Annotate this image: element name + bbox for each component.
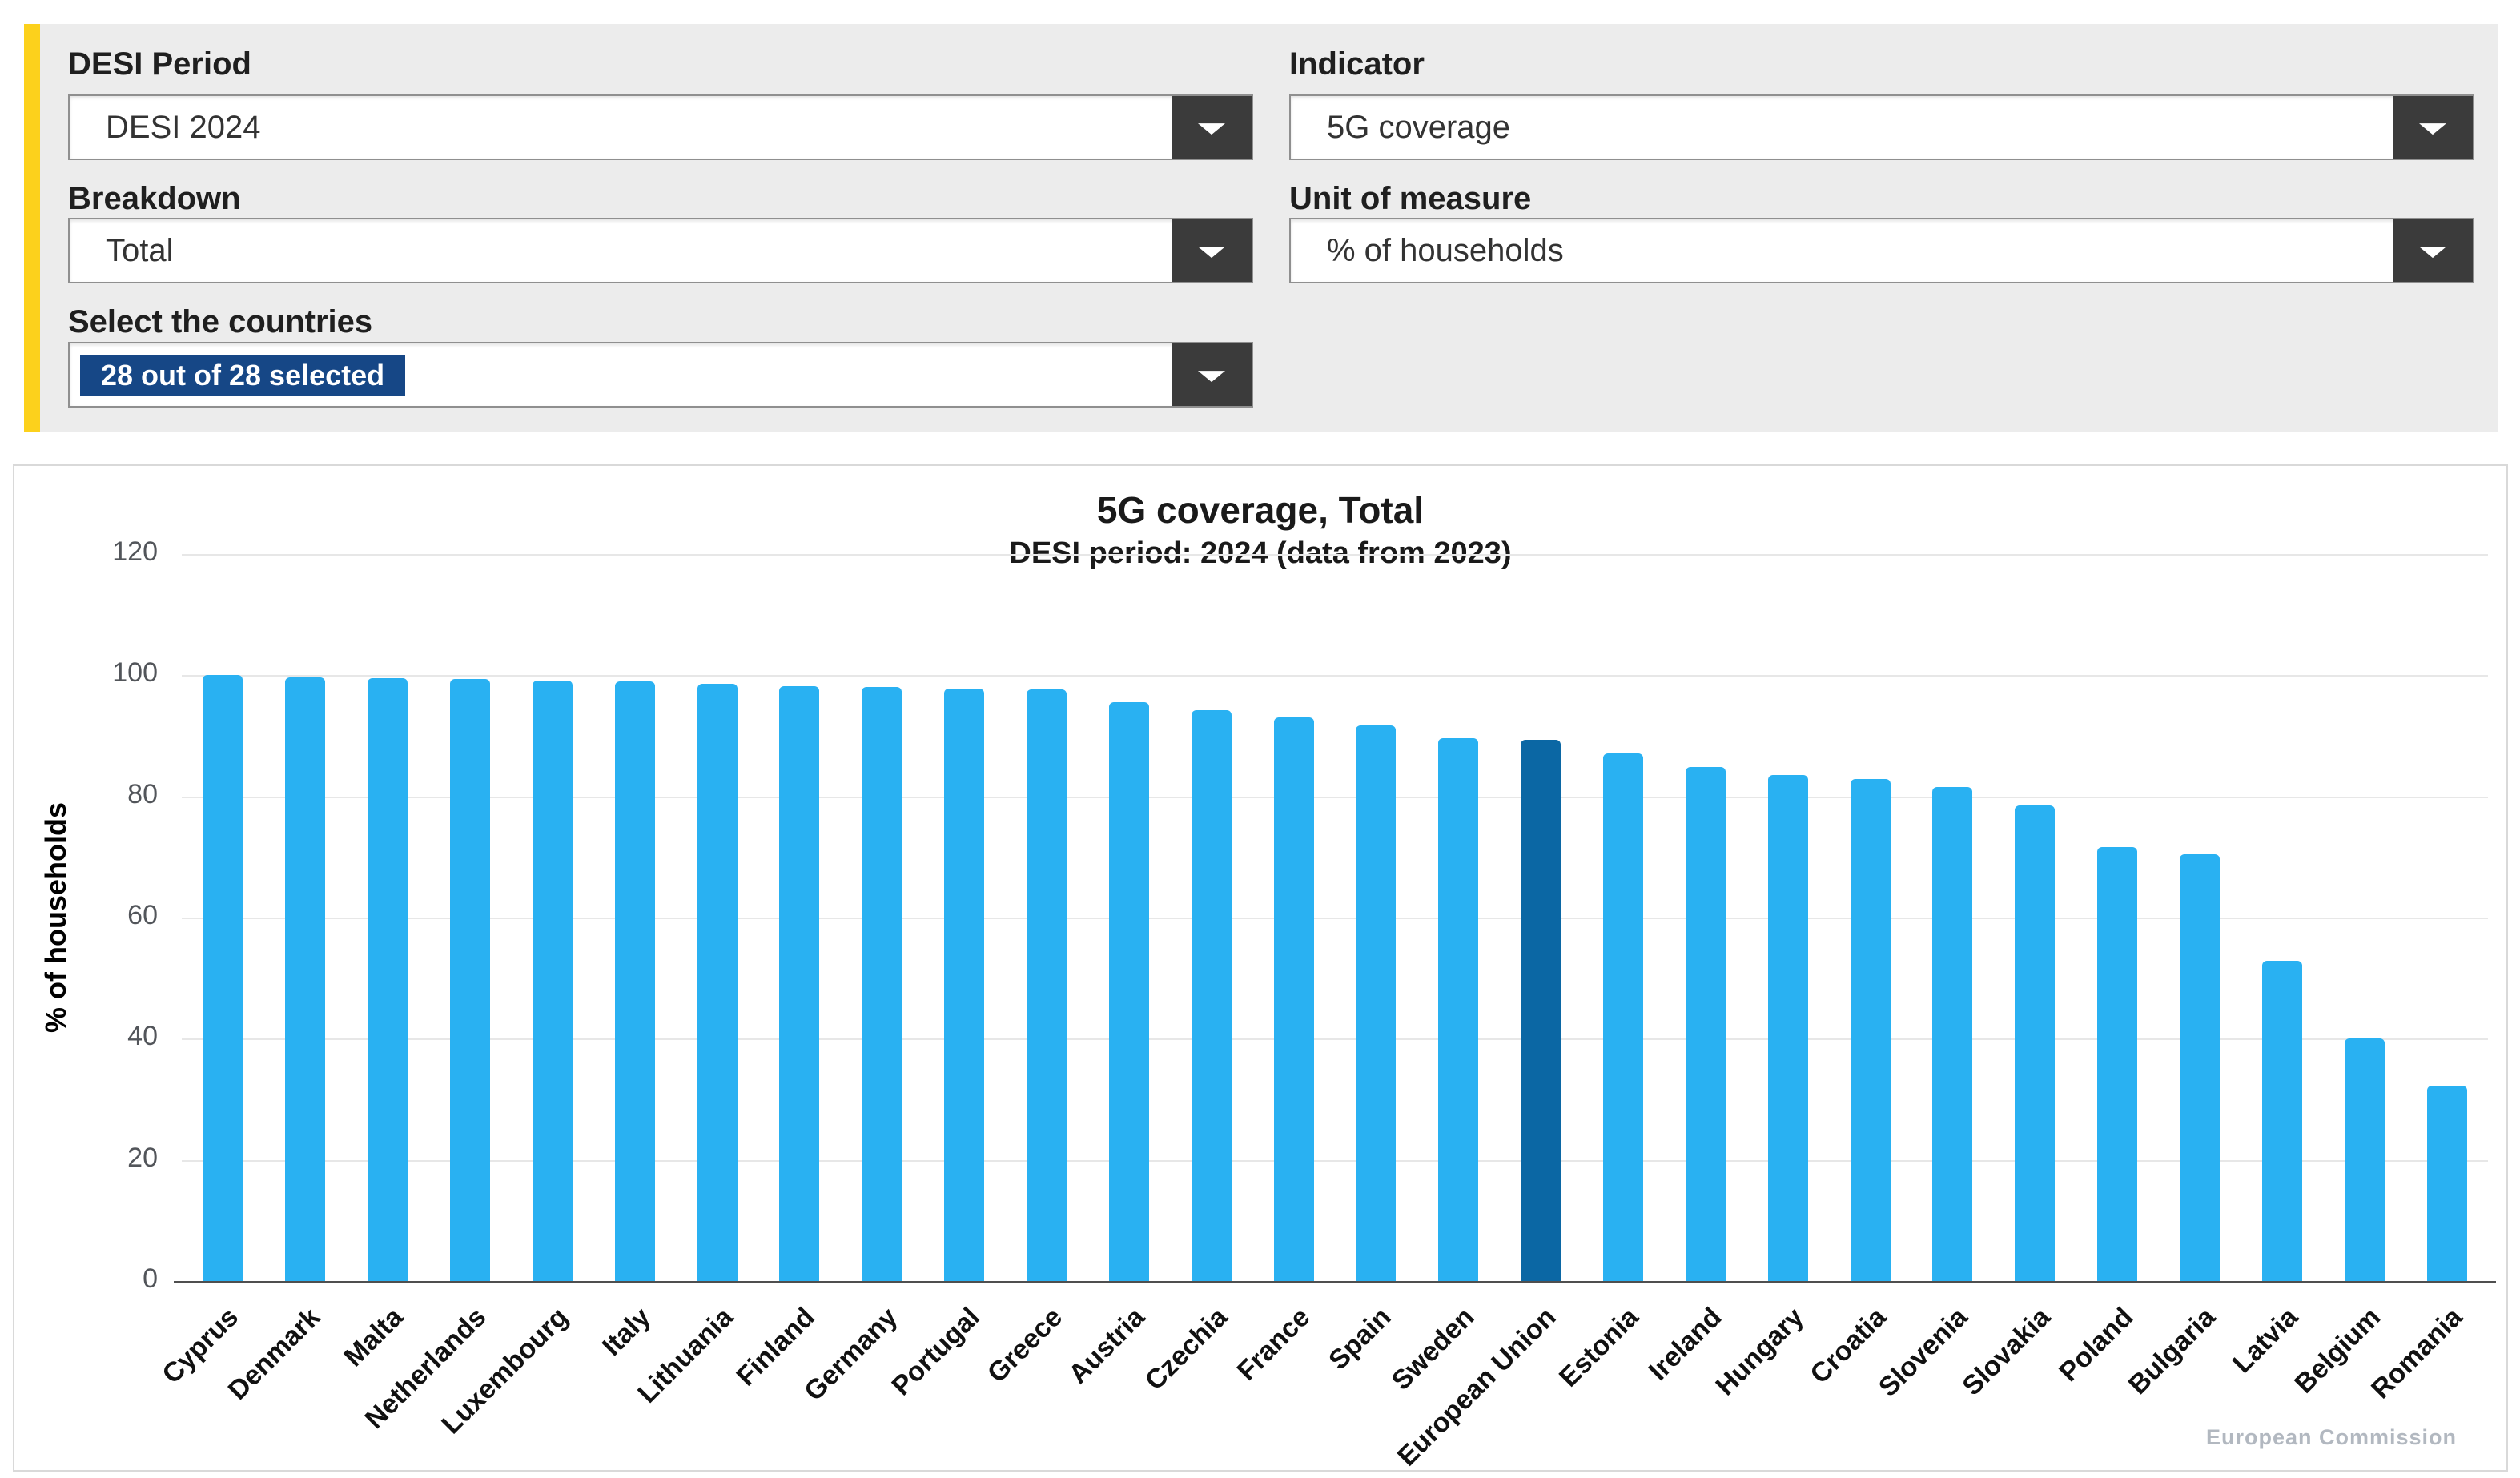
y-tick-label-120: 120: [112, 536, 158, 567]
indicator-dropdown[interactable]: 5G coverage: [1289, 94, 2474, 160]
y-tick-label-80: 80: [127, 779, 158, 809]
bar-croatia[interactable]: [1851, 779, 1891, 1281]
x-label-slovakia: Slovakia: [1956, 1302, 2056, 1402]
bar-lithuania[interactable]: [697, 684, 738, 1281]
desi-period-value: DESI 2024: [106, 110, 261, 145]
indicator-dropdown-button[interactable]: [2393, 96, 2473, 159]
gridline-60: [182, 918, 2488, 919]
chevron-down-icon: [1198, 247, 1225, 259]
breakdown-dropdown[interactable]: Total: [68, 218, 1253, 283]
bar-slovenia[interactable]: [1932, 787, 1972, 1281]
chart-subtitle: DESI period: 2024 (data from 2023): [1009, 536, 1512, 570]
y-tick-label-20: 20: [127, 1143, 158, 1173]
x-axis-line: [174, 1281, 2496, 1283]
bar-belgium[interactable]: [2345, 1038, 2385, 1281]
breakdown-dropdown-button[interactable]: [1172, 219, 1252, 282]
chevron-down-icon: [2419, 123, 2446, 135]
y-tick-label-40: 40: [127, 1021, 158, 1051]
x-label-slovenia: Slovenia: [1873, 1302, 1974, 1403]
gridline-120: [182, 554, 2488, 556]
bar-sweden[interactable]: [1438, 738, 1478, 1281]
chart-card: 5G coverage, Total DESI period: 2024 (da…: [13, 464, 2508, 1472]
chevron-down-icon: [1198, 371, 1225, 383]
bar-malta[interactable]: [368, 678, 408, 1281]
bar-poland[interactable]: [2097, 847, 2137, 1281]
unit-of-measure-label: Unit of measure: [1289, 181, 1532, 216]
select-countries-dropdown[interactable]: 28 out of 28 selected: [68, 342, 1253, 408]
x-label-austria: Austria: [1063, 1302, 1151, 1390]
bar-netherlands[interactable]: [450, 679, 490, 1281]
unit-of-measure-dropdown-button[interactable]: [2393, 219, 2473, 282]
breakdown-value: Total: [106, 233, 174, 268]
bar-denmark[interactable]: [285, 677, 325, 1281]
breakdown-label: Breakdown: [68, 181, 241, 216]
x-label-latvia: Latvia: [2226, 1302, 2304, 1380]
bar-germany[interactable]: [862, 687, 902, 1281]
gridline-80: [182, 797, 2488, 798]
x-label-portugal: Portugal: [886, 1302, 986, 1402]
bar-luxembourg[interactable]: [533, 681, 573, 1281]
x-label-italy: Italy: [596, 1302, 657, 1362]
bar-ireland[interactable]: [1686, 767, 1726, 1281]
x-label-greece: Greece: [981, 1302, 1068, 1389]
bar-latvia[interactable]: [2262, 961, 2302, 1281]
indicator-value: 5G coverage: [1327, 110, 1511, 145]
bar-hungary[interactable]: [1768, 775, 1808, 1281]
chart-title: 5G coverage, Total: [1096, 489, 1425, 531]
bar-bulgaria[interactable]: [2180, 854, 2220, 1281]
x-label-romania: Romania: [2365, 1302, 2469, 1405]
bar-italy[interactable]: [615, 681, 655, 1281]
unit-of-measure-value: % of households: [1327, 233, 1564, 268]
bar-estonia[interactable]: [1603, 753, 1643, 1281]
x-label-malta: Malta: [338, 1302, 409, 1373]
select-countries-label: Select the countries: [68, 304, 373, 339]
select-countries-dropdown-button[interactable]: [1172, 343, 1252, 406]
x-label-czechia: Czechia: [1139, 1302, 1233, 1396]
bar-portugal[interactable]: [944, 689, 984, 1281]
desi-period-label: DESI Period: [68, 46, 251, 82]
unit-of-measure-dropdown[interactable]: % of households: [1289, 218, 2474, 283]
y-tick-label-100: 100: [112, 657, 158, 688]
bar-cyprus[interactable]: [203, 675, 243, 1281]
chevron-down-icon: [2419, 247, 2446, 259]
y-tick-label-60: 60: [127, 900, 158, 930]
bar-european-union[interactable]: [1521, 740, 1561, 1281]
bar-czechia[interactable]: [1192, 710, 1232, 1281]
bar-austria[interactable]: [1109, 702, 1149, 1281]
gridline-100: [182, 675, 2488, 677]
desi-period-dropdown[interactable]: DESI 2024: [68, 94, 1253, 160]
x-label-france: France: [1231, 1302, 1316, 1387]
bar-romania[interactable]: [2427, 1086, 2467, 1281]
x-label-european-union: European Union: [1392, 1302, 1562, 1472]
x-label-bulgaria: Bulgaria: [2122, 1302, 2221, 1401]
x-label-hungary: Hungary: [1710, 1302, 1810, 1402]
chevron-down-icon: [1198, 123, 1225, 135]
bar-finland[interactable]: [779, 686, 819, 1281]
x-label-spain: Spain: [1323, 1302, 1397, 1376]
indicator-label: Indicator: [1289, 46, 1425, 82]
european-commission-watermark: European Commission: [2205, 1425, 2457, 1449]
filter-panel: DESI Period DESI 2024 Breakdown Total Se…: [24, 24, 2498, 432]
bar-slovakia[interactable]: [2015, 805, 2055, 1281]
bar-greece[interactable]: [1027, 689, 1067, 1281]
gridline-40: [182, 1038, 2488, 1040]
desi-period-dropdown-button[interactable]: [1172, 96, 1252, 159]
gridline-20: [182, 1160, 2488, 1162]
bar-spain[interactable]: [1356, 725, 1396, 1281]
countries-selected-chip[interactable]: 28 out of 28 selected: [80, 355, 406, 396]
x-label-estonia: Estonia: [1553, 1302, 1645, 1393]
bar-france[interactable]: [1274, 717, 1314, 1281]
y-tick-label-0: 0: [143, 1263, 158, 1294]
